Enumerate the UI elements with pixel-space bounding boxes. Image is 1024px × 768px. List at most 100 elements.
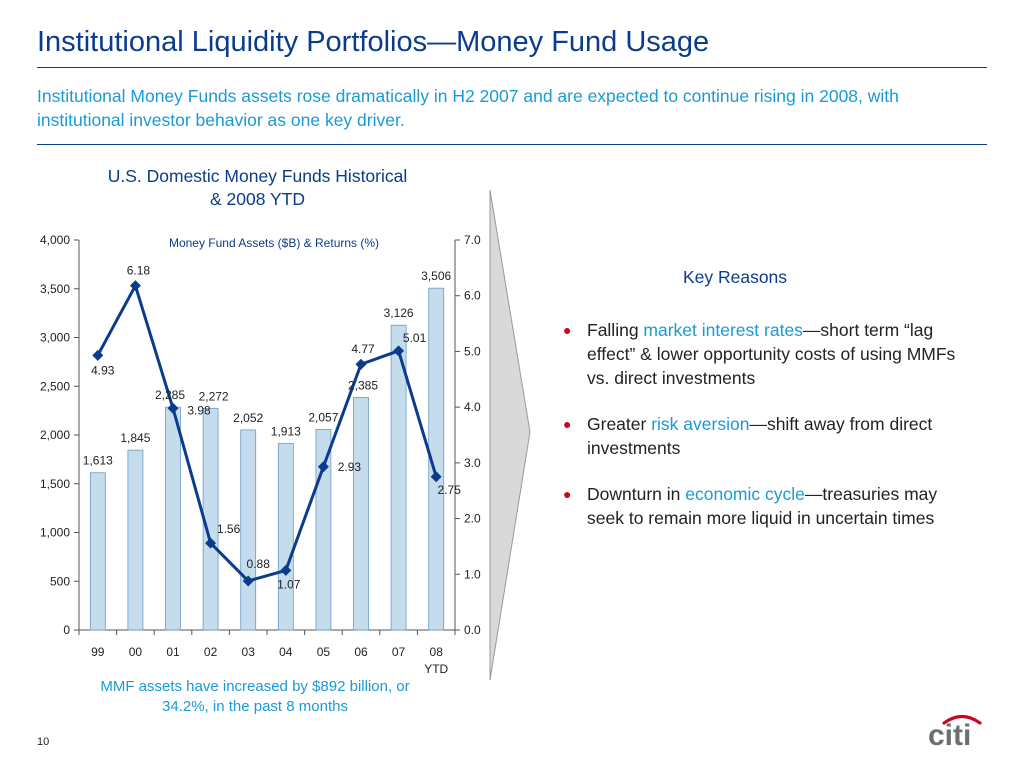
- bullet-icon: ●: [563, 322, 572, 338]
- divider-arrow: [489, 189, 531, 681]
- logo-text: citi: [928, 719, 971, 748]
- bar-value-label: 3,506: [421, 269, 451, 283]
- bar-asset: [277, 443, 294, 631]
- reason-prefix: Greater: [587, 414, 652, 434]
- x-axis-tick-label: 99: [91, 645, 105, 659]
- x-axis-tick-label: 06: [354, 645, 368, 659]
- x-axis-tick-label: 03: [242, 645, 256, 659]
- reason-highlight: economic cycle: [685, 484, 805, 504]
- bar-value-label: 2,057: [308, 410, 338, 424]
- bar-value-label: 2,385: [348, 378, 378, 392]
- bar-value-label: 1,913: [271, 424, 301, 438]
- title-divider: [37, 67, 987, 68]
- x-axis-tick-label: 01: [166, 645, 180, 659]
- right-axis-tick-label: 4.0: [464, 400, 481, 414]
- citi-logo: citi: [928, 714, 982, 748]
- right-axis-tick-label: 7.0: [464, 233, 481, 247]
- returns-point: [317, 461, 329, 473]
- bar-value-label: 1,845: [120, 431, 150, 445]
- left-axis-tick-label: 0: [63, 623, 70, 637]
- chart-title-line1: U.S. Domestic Money Funds Historical: [107, 166, 408, 186]
- return-value-label: 4.93: [91, 363, 115, 377]
- bar-value-label: 2,272: [199, 389, 229, 403]
- return-value-label: 3.98: [187, 403, 211, 417]
- x-axis-tick-sublabel: YTD: [424, 662, 448, 676]
- bar-value-label: 3,126: [384, 306, 414, 320]
- bar-asset: [127, 449, 144, 631]
- right-axis-tick-label: 6.0: [464, 289, 481, 303]
- bar-asset: [240, 429, 257, 631]
- reason-prefix: Downturn in: [587, 484, 686, 504]
- reason-suffix: —shift away from direct investments: [587, 414, 933, 458]
- returns-point: [205, 537, 217, 549]
- left-axis-tick-label: 2,000: [40, 428, 70, 442]
- returns-point: [242, 575, 254, 587]
- right-axis-tick-label: 3.0: [464, 456, 481, 470]
- return-value-label: 2.93: [338, 460, 362, 474]
- reason-item: ● Falling market interest rates—short ter…: [560, 318, 960, 390]
- x-axis-tick-label: 05: [317, 645, 331, 659]
- returns-point: [430, 471, 442, 483]
- reason-highlight: market interest rates: [643, 320, 803, 340]
- returns-point: [280, 564, 292, 576]
- chart-footnote: MMF assets have increased by $892 billio…: [100, 678, 410, 715]
- bar-value-label: 1,613: [83, 454, 113, 468]
- return-value-label: 6.18: [127, 264, 151, 278]
- bullet-icon: ●: [563, 486, 572, 502]
- left-axis-tick-label: 4,000: [40, 233, 70, 247]
- page-number: 10: [37, 736, 50, 748]
- reason-prefix: Falling: [587, 320, 644, 340]
- right-axis-tick-label: 0.0: [464, 623, 481, 637]
- bar-asset: [428, 287, 445, 631]
- reason-highlight: risk aversion: [651, 414, 750, 434]
- left-axis-tick-label: 3,000: [40, 331, 70, 345]
- bar-value-label: 2,052: [233, 411, 263, 425]
- bar-value-label: 2,285: [155, 388, 185, 402]
- key-reasons-title: Key Reasons: [682, 267, 788, 287]
- right-axis-tick-label: 1.0: [464, 567, 481, 581]
- bar-asset: [390, 324, 407, 631]
- logo-arc: [942, 714, 982, 725]
- page-title: Institutional Liquidity Portfolios—Money…: [37, 26, 710, 58]
- return-value-label: 1.56: [217, 522, 241, 536]
- left-axis-tick-label: 3,500: [40, 282, 70, 296]
- x-axis-tick-label: 04: [279, 645, 293, 659]
- x-axis-tick-label: 07: [392, 645, 406, 659]
- chart-title: U.S. Domestic Money Funds Historical & 2…: [60, 165, 455, 211]
- bullet-icon: ●: [563, 416, 572, 432]
- right-axis-tick-label: 5.0: [464, 344, 481, 358]
- return-value-label: 4.77: [351, 342, 375, 356]
- page-subtitle: Institutional Money Funds assets rose dr…: [37, 86, 899, 130]
- x-axis-tick-label: 08: [430, 645, 444, 659]
- returns-point: [92, 349, 104, 361]
- returns-point: [355, 358, 367, 370]
- return-value-label: 5.01: [403, 331, 427, 345]
- bar-asset: [89, 472, 106, 631]
- returns-point: [167, 402, 179, 414]
- return-value-label: 2.75: [438, 483, 462, 497]
- reason-suffix: —treasuries may seek to remain more liqu…: [587, 484, 938, 528]
- key-reasons-list: ● Falling market interest rates—short ter…: [560, 318, 960, 552]
- right-axis-tick-label: 2.0: [464, 512, 481, 526]
- left-axis-tick-label: 1,000: [40, 526, 70, 540]
- return-value-label: 1.07: [277, 577, 301, 591]
- return-value-label: 0.88: [247, 557, 271, 571]
- left-axis-tick-label: 2,500: [40, 379, 70, 393]
- returns-point: [393, 345, 405, 357]
- chart-title-line2: & 2008 YTD: [209, 189, 305, 209]
- x-axis-tick-label: 02: [204, 645, 218, 659]
- reason-item: ● Downturn in economic cycle—treasuries m…: [560, 482, 960, 530]
- left-axis-tick-label: 500: [50, 574, 70, 588]
- bar-asset: [353, 397, 369, 631]
- left-axis-tick-label: 1,500: [40, 477, 70, 491]
- returns-point: [129, 280, 141, 292]
- bar-asset: [315, 429, 332, 631]
- bar-asset: [165, 406, 181, 631]
- reason-suffix: —short term “lag effect” & lower opportu…: [587, 320, 956, 388]
- x-axis-tick-label: 00: [129, 645, 143, 659]
- reason-item: ● Greater risk aversion—shift away from d…: [560, 412, 960, 460]
- returns-line: [96, 281, 438, 583]
- chart-subtitle: Money Fund Assets ($B) & Returns (%): [169, 236, 379, 250]
- subtitle-divider: [37, 144, 987, 145]
